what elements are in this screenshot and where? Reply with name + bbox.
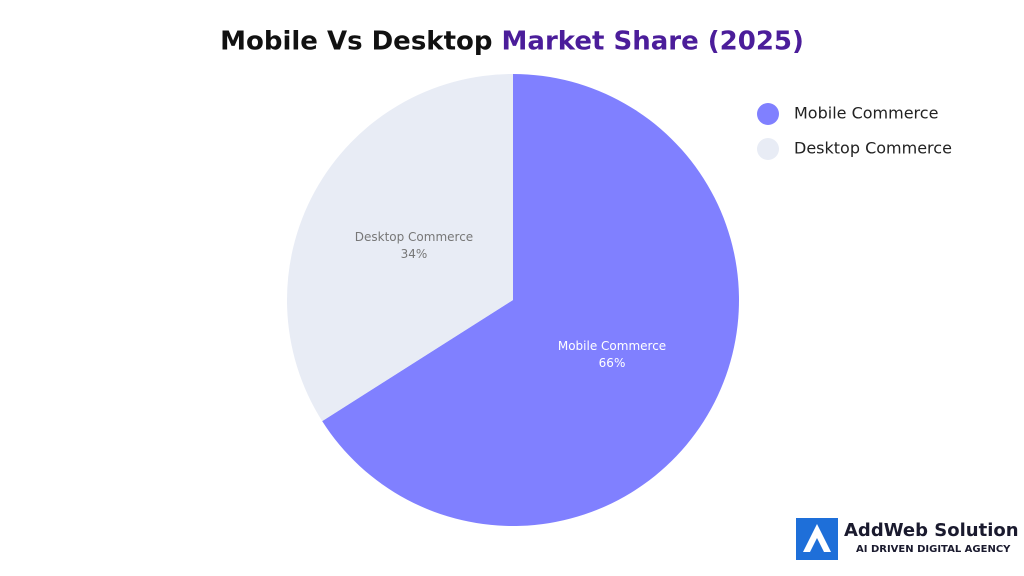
brand-tagline: AI DRIVEN DIGITAL AGENCY <box>856 544 1011 555</box>
slice-label: Desktop Commerce <box>355 230 473 244</box>
logo: AddWeb Solution AI DRIVEN DIGITAL AGENCY <box>796 518 1019 560</box>
chart-title: Mobile Vs Desktop Market Share (2025) <box>220 27 804 57</box>
pie-slice <box>322 74 740 527</box>
slice-label: Mobile Commerce <box>558 339 666 353</box>
logo-mark <box>803 524 831 552</box>
slice-value: 34% <box>401 247 428 261</box>
legend-label: Desktop Commerce <box>794 139 952 158</box>
pie-slice <box>287 73 513 422</box>
legend-swatch <box>757 103 779 125</box>
legend-label: Mobile Commerce <box>794 104 938 123</box>
brand-name: AddWeb Solution <box>844 520 1019 541</box>
slice-value: 66% <box>599 356 626 370</box>
legend-swatch <box>757 138 779 160</box>
